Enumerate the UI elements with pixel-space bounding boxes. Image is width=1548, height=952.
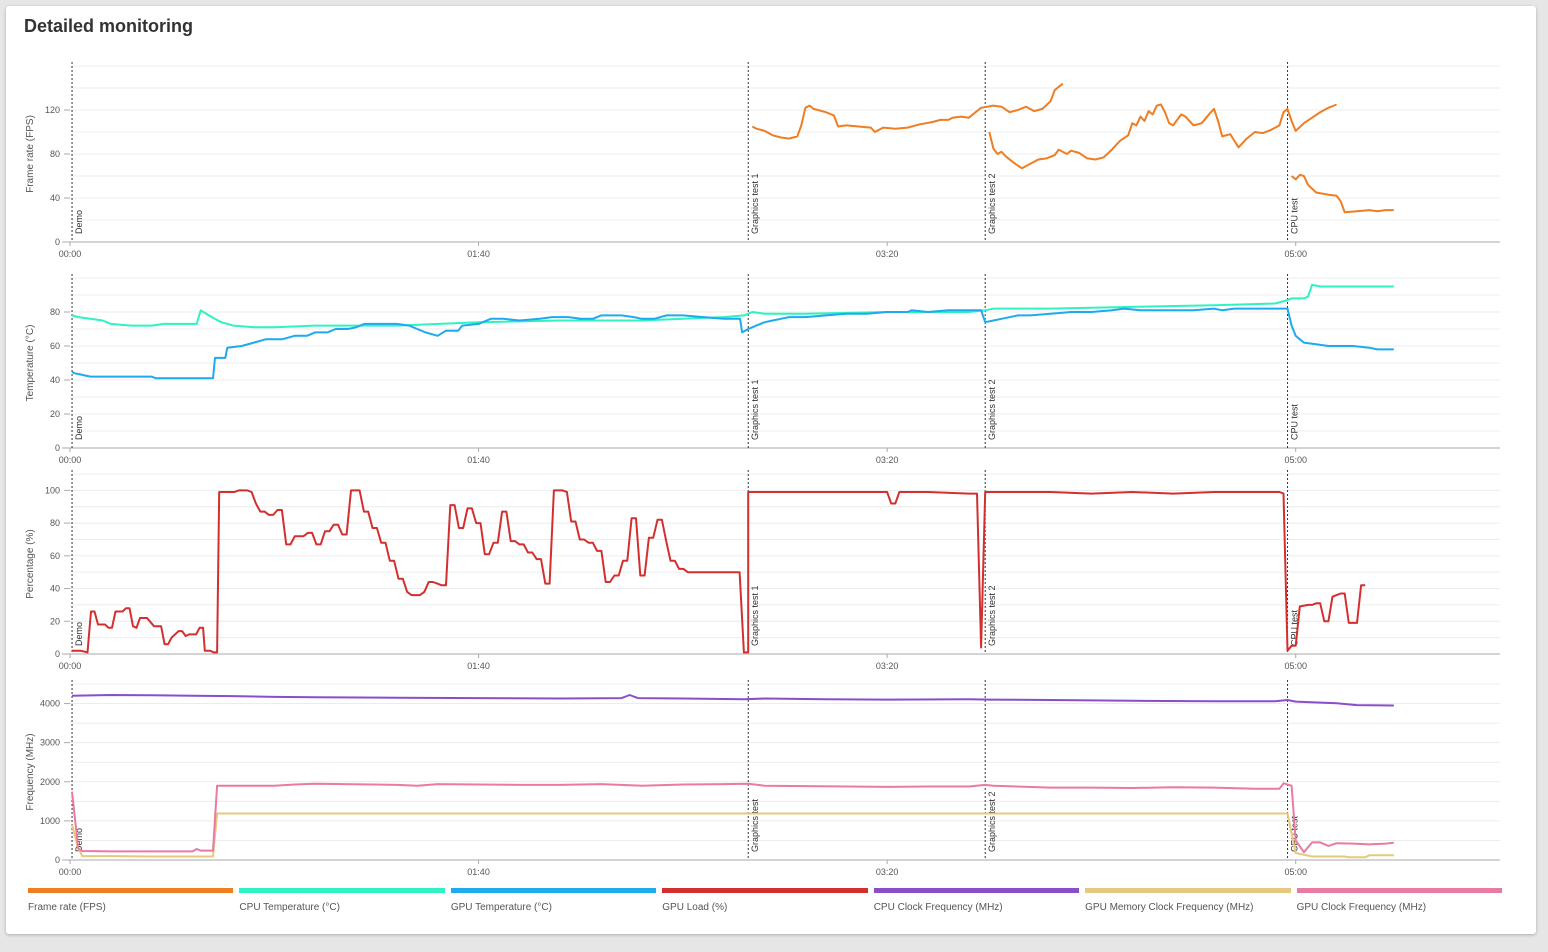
chart-legend: Frame rate (FPS) CPU Temperature (°C) GPU … (28, 888, 1508, 918)
chart-panel-4: 0 1000 2000 3000 4000 Frequency (MHz) 00:00 01:… (25, 680, 1500, 877)
legend-swatch (28, 888, 234, 893)
y-tick-label: 60 (50, 341, 60, 351)
test-marker-label: Graphics test 2 (987, 791, 997, 852)
y-tick-label: 40 (50, 584, 60, 594)
y-tick-label: 60 (50, 551, 60, 561)
y-tick-label: 40 (50, 375, 60, 385)
series-line (71, 489, 1366, 654)
test-marker-label: CPU test (1290, 609, 1300, 646)
legend-item[interactable]: GPU Temperature (°C) (450, 888, 657, 918)
legend-item[interactable]: GPU Load (%) (662, 888, 868, 918)
test-marker-label: Graphics test 2 (987, 379, 997, 440)
test-marker-label: CPU test (1290, 403, 1300, 440)
x-tick-label: 00:00 (59, 455, 82, 465)
legend-swatch (662, 888, 868, 893)
x-tick-label: 05:00 (1284, 661, 1307, 671)
y-tick-label: 80 (50, 149, 60, 159)
test-marker-label: Graphics test (750, 798, 760, 852)
series-line (988, 103, 1337, 170)
y-tick-label: 40 (50, 193, 60, 203)
chart-panel-2: 0 20 40 60 80 Temperature (°C) 00:00 01:40 03:20… (25, 274, 1500, 465)
legend-label: GPU Memory Clock Frequency (MHz) (1085, 902, 1254, 913)
y-tick-label: 0 (55, 855, 60, 865)
series-line (1290, 173, 1394, 214)
x-tick-label: 00:00 (59, 661, 82, 671)
series-line (751, 82, 1064, 140)
y-axis-label: Temperature (°C) (25, 325, 36, 402)
legend-swatch (450, 888, 657, 893)
legend-label: GPU Temperature (°C) (450, 902, 552, 913)
y-tick-label: 2000 (40, 777, 60, 787)
y-tick-label: 0 (55, 237, 60, 247)
y-axis-label: Percentage (%) (25, 529, 36, 598)
legend-label: Frame rate (FPS) (28, 902, 106, 913)
y-tick-label: 3000 (40, 738, 60, 748)
series-line (71, 694, 1394, 707)
legend-item[interactable]: CPU Temperature (°C) (239, 888, 445, 918)
y-tick-label: 80 (50, 518, 60, 528)
legend-swatch (1296, 888, 1502, 893)
legend-item[interactable]: CPU Clock Frequency (MHz) (873, 888, 1080, 918)
series-line (71, 812, 1394, 859)
y-tick-label: 0 (55, 443, 60, 453)
detailed-monitoring-card: Detailed monitoring (6, 6, 1536, 934)
x-tick-label: 05:00 (1284, 867, 1307, 877)
x-tick-label: 03:20 (876, 661, 899, 671)
test-marker-label: Demo (74, 622, 84, 646)
x-tick-label: 05:00 (1284, 249, 1307, 259)
legend-item[interactable]: GPU Clock Frequency (MHz) (1296, 888, 1502, 918)
y-tick-label: 0 (55, 649, 60, 659)
series-line (71, 782, 1394, 854)
y-tick-label: 120 (45, 105, 60, 115)
y-tick-label: 80 (50, 307, 60, 317)
legend-swatch (1085, 888, 1291, 893)
legend-label: CPU Clock Frequency (MHz) (873, 902, 1003, 913)
y-tick-label: 20 (50, 409, 60, 419)
test-marker-label: Graphics test 1 (750, 585, 760, 646)
legend-swatch (239, 888, 445, 893)
legend-label: GPU Load (%) (662, 902, 728, 913)
legend-swatch (873, 888, 1080, 893)
y-tick-label: 100 (45, 485, 60, 495)
y-tick-label: 1000 (40, 816, 60, 826)
legend-item[interactable]: GPU Memory Clock Frequency (MHz) (1085, 888, 1291, 918)
series-line (71, 307, 1394, 380)
series-line (71, 283, 1394, 329)
page-title: Detailed monitoring (24, 16, 194, 36)
x-tick-label: 00:00 (59, 867, 82, 877)
test-marker-label: Demo (74, 210, 84, 234)
test-marker-label: Demo (74, 416, 84, 440)
x-tick-label: 01:40 (467, 249, 490, 259)
x-tick-label: 05:00 (1284, 455, 1307, 465)
y-axis-label: Frame rate (FPS) (25, 115, 36, 193)
x-tick-label: 01:40 (467, 867, 490, 877)
y-tick-label: 4000 (40, 699, 60, 709)
chart-panel-1: 0 40 80 120 Frame rate (FPS) 00:00 01:40 03:20 0… (25, 62, 1500, 259)
x-tick-label: 03:20 (876, 867, 899, 877)
x-tick-label: 01:40 (467, 455, 490, 465)
test-marker-label: Graphics test 1 (750, 379, 760, 440)
legend-label: CPU Temperature (°C) (239, 902, 340, 913)
legend-label: GPU Clock Frequency (MHz) (1296, 902, 1427, 913)
x-tick-label: 03:20 (876, 249, 899, 259)
test-marker-label: Graphics test 2 (987, 585, 997, 646)
x-tick-label: 01:40 (467, 661, 490, 671)
test-marker-label: Graphics test 2 (987, 173, 997, 234)
y-axis-label: Frequency (MHz) (25, 733, 36, 810)
test-marker-label: CPU test (1290, 197, 1300, 234)
legend-item[interactable]: Frame rate (FPS) (28, 888, 234, 918)
x-tick-label: 03:20 (876, 455, 899, 465)
x-tick-label: 00:00 (59, 249, 82, 259)
y-tick-label: 20 (50, 616, 60, 626)
test-marker-label: Demo (74, 828, 84, 852)
chart-panel-3: 0 20 40 60 80 100 Percentage (%) 00:00 01:40 03:2… (25, 470, 1500, 671)
test-marker-label: Graphics test 1 (750, 173, 760, 234)
